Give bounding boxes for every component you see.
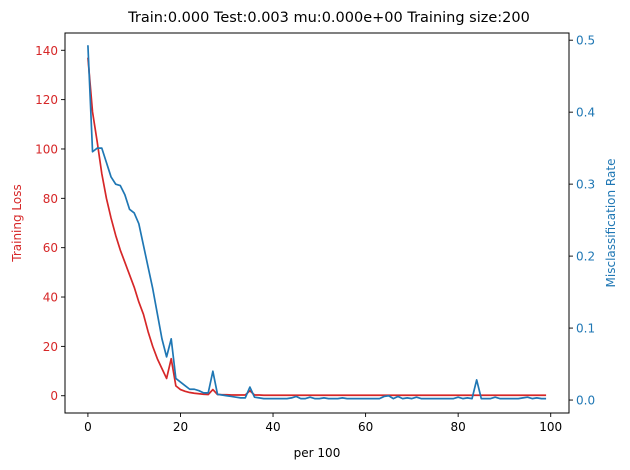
left-tick-label: 60 — [43, 241, 58, 255]
right-tick-label: 0.4 — [576, 106, 595, 120]
left-tick-label: 0 — [50, 389, 58, 403]
x-tick-label: 100 — [539, 420, 562, 434]
left-tick-label: 100 — [35, 142, 58, 156]
left-y-axis: 0 20 40 60 80 100 120 140 — [35, 44, 65, 403]
left-tick-label: 120 — [35, 93, 58, 107]
series-line-training-loss — [87, 57, 547, 397]
left-tick-label: 80 — [43, 192, 58, 206]
x-tick-label: 80 — [451, 420, 466, 434]
right-tick-label: 0.0 — [576, 394, 595, 408]
right-tick-label: 0.5 — [576, 34, 595, 48]
x-tick-label: 40 — [265, 420, 280, 434]
plot-frame — [64, 32, 570, 414]
left-tick-label: 40 — [43, 291, 58, 305]
right-axis-label: Misclassification Rate — [604, 159, 618, 288]
x-axis: 0 20 40 60 80 100 — [84, 413, 562, 434]
x-axis-label: per 100 — [294, 446, 341, 460]
series-line-misclassification-rate — [87, 45, 547, 400]
x-tick-label: 60 — [358, 420, 373, 434]
x-tick-label: 20 — [173, 420, 188, 434]
plot-lines — [87, 45, 547, 400]
left-tick-label: 20 — [43, 340, 58, 354]
left-axis-label: Training Loss — [10, 184, 24, 262]
chart-title: Train:0.000 Test:0.003 mu:0.000e+00 Trai… — [127, 10, 530, 26]
right-tick-label: 0.3 — [576, 178, 595, 192]
right-tick-label: 0.2 — [576, 250, 595, 264]
right-y-axis: 0.0 0.1 0.2 0.3 0.4 0.5 — [569, 34, 595, 408]
left-tick-label: 140 — [35, 44, 58, 58]
right-tick-label: 0.1 — [576, 322, 595, 336]
x-tick-label: 0 — [84, 420, 92, 434]
